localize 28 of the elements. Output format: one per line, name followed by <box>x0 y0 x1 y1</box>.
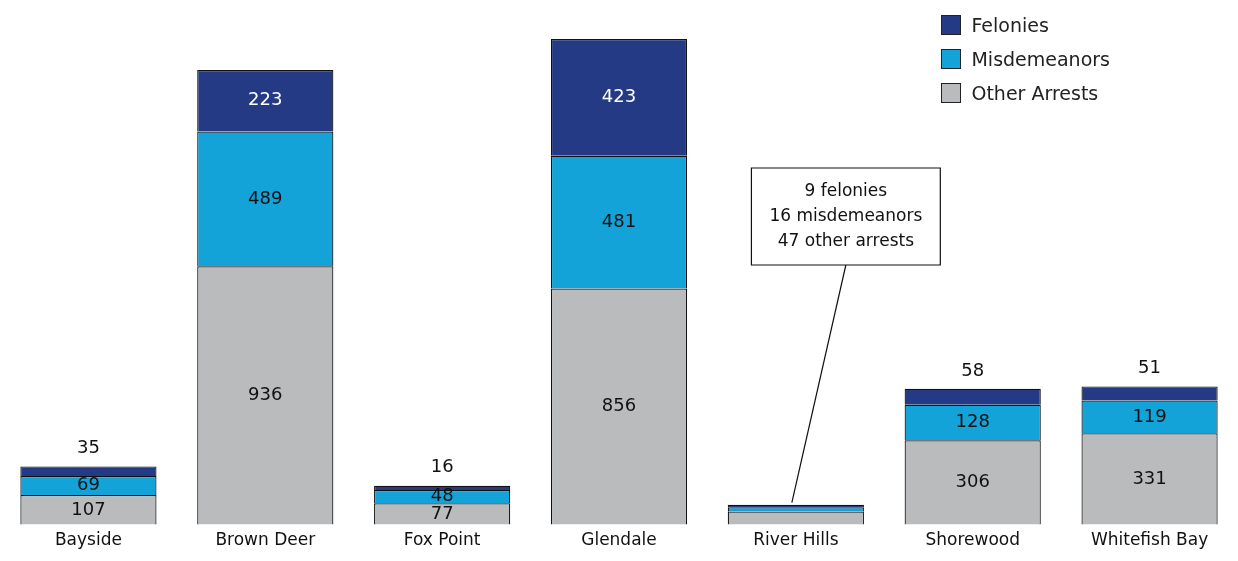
data-label: 77 <box>430 501 454 523</box>
data-label: 128 <box>955 410 990 432</box>
x-tick-label: Brown Deer <box>215 529 316 550</box>
data-label: 306 <box>955 470 990 492</box>
data-label: 51 <box>1138 356 1162 378</box>
data-label: 936 <box>248 383 283 405</box>
data-label: 58 <box>961 358 985 380</box>
x-tick-label: Shorewood <box>925 529 1020 550</box>
legend-label: Felonies <box>971 14 1049 36</box>
data-label: 856 <box>601 394 637 416</box>
data-label: 69 <box>76 473 100 495</box>
x-tick-label: River Hills <box>753 529 839 550</box>
x-tick-label: Fox Point <box>403 529 481 550</box>
data-label: 107 <box>71 497 106 519</box>
data-label: 489 <box>248 186 283 208</box>
data-label: 35 <box>76 436 100 458</box>
x-tick-label: Whitefish Bay <box>1090 529 1209 550</box>
data-label: 331 <box>1132 466 1167 488</box>
data-label: 119 <box>1132 404 1167 426</box>
legend-label: Other Arrests <box>971 82 1099 104</box>
x-tick-label: Bayside <box>54 529 122 550</box>
data-label: 423 <box>601 85 637 107</box>
data-label: 223 <box>248 88 283 110</box>
legend-label: Misdemeanors <box>971 48 1110 70</box>
x-tick-label: Glendale <box>581 529 657 550</box>
annotation: 9 felonies 16 misdemeanors 47 other arrests <box>769 179 923 250</box>
data-label: 481 <box>601 209 637 231</box>
data-label: 16 <box>430 455 454 477</box>
